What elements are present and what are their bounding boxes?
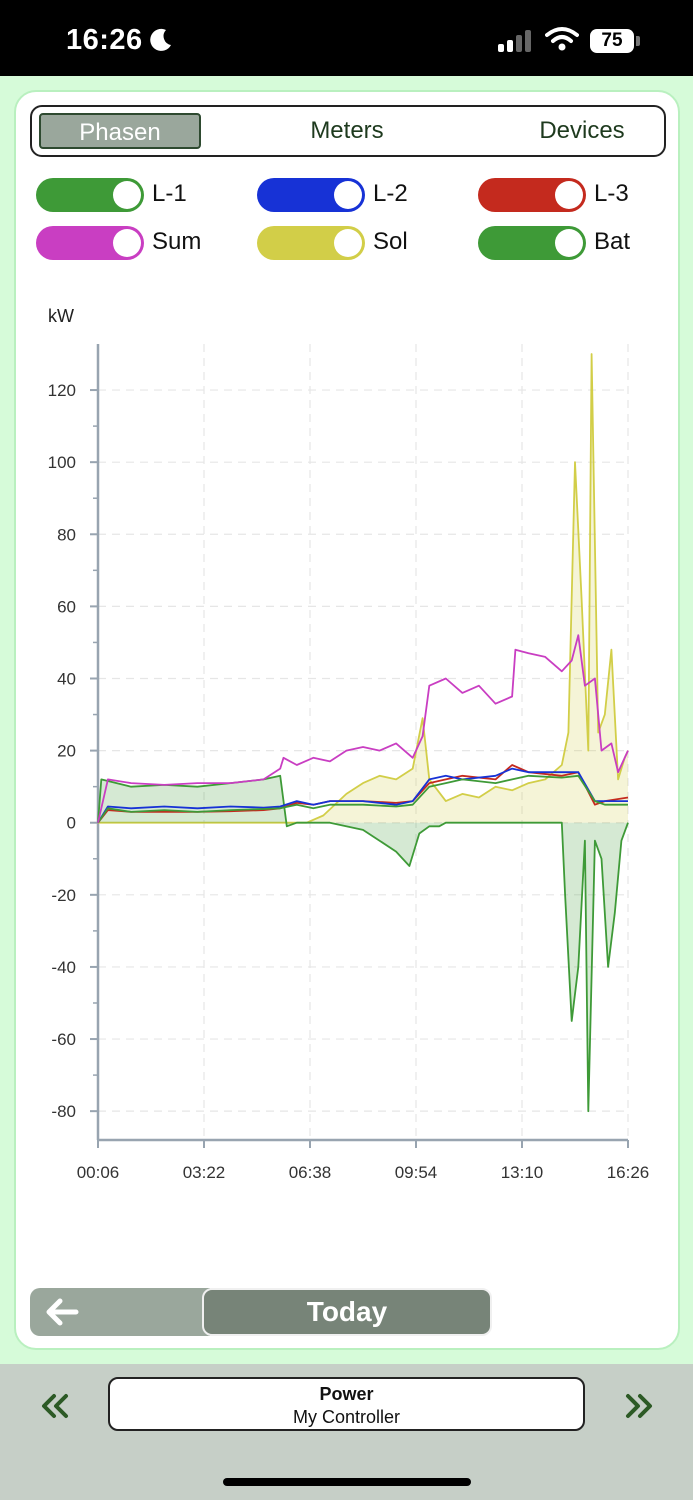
series-l2-line (97, 767, 628, 824)
y-tick-label: 80 (57, 525, 76, 544)
x-tick-label: 16:26 (607, 1163, 650, 1182)
wifi-icon (545, 27, 579, 51)
back-button[interactable] (30, 1288, 210, 1336)
toggle-knob (334, 181, 362, 209)
y-tick-label: 40 (57, 669, 76, 688)
today-button[interactable]: Today (202, 1288, 492, 1336)
x-tick-label: 03:22 (183, 1163, 226, 1182)
toggle-sum-track[interactable] (36, 226, 144, 260)
battery-icon: 75 (590, 29, 634, 53)
series-sum-line (97, 634, 629, 823)
toggle-knob (555, 229, 583, 257)
toggle-knob (113, 181, 141, 209)
series-sol-line (98, 353, 629, 824)
x-tick-label: 09:54 (395, 1163, 438, 1182)
toggle-bat-label: Bat (594, 228, 631, 255)
x-tick-label: 00:06 (77, 1163, 120, 1182)
toggle-l2-label: L-2 (373, 180, 408, 207)
status-time: 16:26 (66, 24, 143, 56)
tab-phasen[interactable]: Phasen (39, 113, 201, 149)
toggle-knob (555, 181, 583, 209)
toggle-knob (113, 229, 141, 257)
controller-subtitle: My Controller (292, 1407, 401, 1427)
toggle-l1-track[interactable] (36, 178, 144, 212)
double-chevron-right-icon[interactable] (618, 1386, 658, 1426)
x-tick-label: 13:10 (501, 1163, 544, 1182)
toggle-knob (334, 229, 362, 257)
date-nav: Today (30, 1288, 492, 1336)
y-tick-label: 20 (57, 742, 76, 761)
toggle-sum-label: Sum (152, 228, 202, 255)
series-bat-area (98, 775, 628, 1112)
controller-selector[interactable]: Power My Controller (108, 1377, 585, 1431)
toggle-l2-track[interactable] (257, 178, 365, 212)
battery-nub (636, 36, 640, 46)
moon-icon (150, 28, 171, 51)
home-indicator (223, 1478, 471, 1486)
toggle-l3-label: L-3 (594, 180, 629, 207)
power-chart: kW 120 100 80 60 40 20 0 -20 -40 -60 -80 00:06 03:22 0… (48, 306, 650, 1182)
arrow-left-icon (46, 1298, 79, 1326)
signal-icon (498, 30, 536, 52)
controller-title: Power (319, 1384, 374, 1404)
x-tick-label: 06:38 (289, 1163, 332, 1182)
tab-meters[interactable]: Meters (310, 117, 384, 144)
toggle-bat-track[interactable] (478, 226, 586, 260)
y-tick-label: 100 (48, 453, 76, 472)
main-card: Phasen Meters Devices L-1 L-2 L-3 Sum So… (14, 90, 680, 1350)
series-l1-line (97, 774, 628, 824)
y-tick-label: -60 (51, 1030, 76, 1049)
series-sol-area (98, 354, 628, 823)
y-tick-label: -20 (51, 886, 76, 905)
y-axis-label: kW (48, 306, 74, 326)
y-tick-label: 60 (57, 597, 76, 616)
tab-devices[interactable]: Devices (539, 117, 625, 144)
tab-bar: Phasen Meters Devices (30, 105, 666, 157)
toggle-sol-track[interactable] (257, 226, 365, 260)
toggle-l3-track[interactable] (478, 178, 586, 212)
double-chevron-left-icon[interactable] (36, 1386, 76, 1426)
y-tick-label: -80 (51, 1102, 76, 1121)
toggle-l1-label: L-1 (152, 180, 187, 207)
y-tick-label: 0 (67, 814, 76, 833)
status-bar: 16:26 75 (0, 0, 693, 76)
bottom-bar: Power My Controller (0, 1364, 693, 1500)
y-tick-label: 120 (48, 381, 76, 400)
y-tick-label: -40 (51, 958, 76, 977)
toggle-sol-label: Sol (373, 228, 408, 255)
